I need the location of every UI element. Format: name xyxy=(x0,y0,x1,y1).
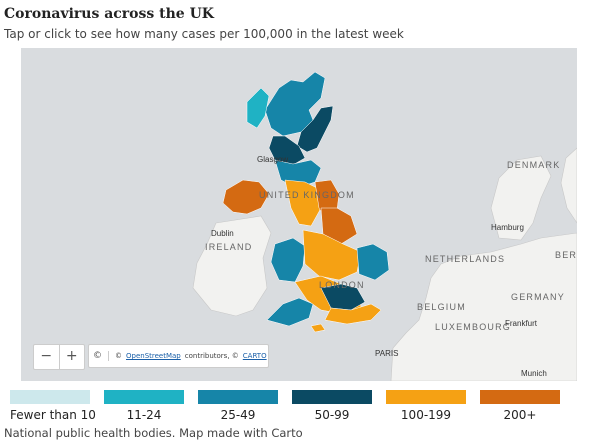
legend-label: Fewer than 10 xyxy=(10,408,96,422)
legend-label: 50-99 xyxy=(314,408,350,422)
label-denmark: DENMARK xyxy=(507,160,560,170)
wales[interactable] xyxy=(270,237,306,283)
england-south-west[interactable] xyxy=(266,297,314,327)
map-legend: Fewer than 10 11-24 25-49 50-99 100-199 … xyxy=(10,390,590,426)
legend-swatch xyxy=(104,390,184,404)
label-london: LONDON xyxy=(319,280,365,290)
legend-item: 200+ xyxy=(480,390,560,422)
label-frankfurt: Frankfurt xyxy=(505,319,538,328)
carto-link[interactable]: CARTO xyxy=(242,352,267,360)
label-united-kingdom: UNITED KINGDOM xyxy=(259,190,355,200)
label-munich: Munich xyxy=(521,369,547,378)
legend-label: 25-49 xyxy=(220,408,256,422)
scotland-east[interactable] xyxy=(296,105,334,153)
legend-swatch xyxy=(292,390,372,404)
northern-ireland[interactable] xyxy=(222,179,270,215)
england-south-east[interactable] xyxy=(324,303,382,325)
legend-label: 11-24 xyxy=(126,408,162,422)
page-title: Coronavirus across the UK xyxy=(4,6,214,22)
legend-label: 100-199 xyxy=(400,408,452,422)
legend-item: 100-199 xyxy=(386,390,466,422)
ireland-land xyxy=(192,215,272,317)
label-berlin: BERLI xyxy=(555,250,577,260)
legend-item: Fewer than 10 xyxy=(10,390,96,422)
source-note: National public health bodies. Map made … xyxy=(4,426,303,440)
legend-item: 11-24 xyxy=(104,390,184,422)
legend-swatch xyxy=(480,390,560,404)
legend-item: 50-99 xyxy=(292,390,372,422)
continent-land xyxy=(390,232,577,381)
legend-item: 25-49 xyxy=(198,390,278,422)
scotland-west[interactable] xyxy=(246,87,270,129)
scandinavia-land xyxy=(560,147,577,224)
denmark-land xyxy=(490,155,552,241)
label-luxembourg: LUXEMBOURG xyxy=(435,322,511,332)
legend-swatch xyxy=(198,390,278,404)
scotland-central[interactable] xyxy=(268,135,306,167)
page-subtitle: Tap or click to see how many cases per 1… xyxy=(4,27,404,41)
zoom-out-button[interactable]: − xyxy=(40,348,53,364)
england-midlands[interactable] xyxy=(302,229,362,281)
england-north-west[interactable] xyxy=(284,179,322,227)
label-glasgow: Glasgow xyxy=(257,155,288,164)
legend-swatch xyxy=(10,390,90,404)
legend-swatch xyxy=(386,390,466,404)
label-paris: PARIS xyxy=(375,349,398,358)
info-icon[interactable]: © xyxy=(93,351,109,361)
zoom-in-button[interactable]: + xyxy=(58,345,85,369)
map-svg[interactable]: Glasgow UNITED KINGDOM Dublin IRELAND LO… xyxy=(21,48,577,381)
england-east[interactable] xyxy=(356,243,390,281)
label-belgium: BELGIUM xyxy=(417,302,466,312)
label-ireland: IRELAND xyxy=(205,242,252,252)
attribution-middle: contributors, © xyxy=(184,352,239,360)
label-netherlands: NETHERLANDS xyxy=(425,254,505,264)
label-hamburg: Hamburg xyxy=(491,223,524,232)
legend-label: 200+ xyxy=(503,408,537,422)
isle-of-wight[interactable] xyxy=(310,323,326,333)
map-canvas[interactable]: Glasgow UNITED KINGDOM Dublin IRELAND LO… xyxy=(21,48,577,381)
label-dublin: Dublin xyxy=(211,229,234,238)
openstreetmap-link[interactable]: OpenStreetMap xyxy=(126,352,181,360)
map-attribution: © © OpenStreetMap contributors, © CARTO xyxy=(88,344,269,368)
zoom-control: − + xyxy=(33,344,85,370)
label-germany: GERMANY xyxy=(511,292,565,302)
attribution-prefix: © xyxy=(115,352,122,360)
